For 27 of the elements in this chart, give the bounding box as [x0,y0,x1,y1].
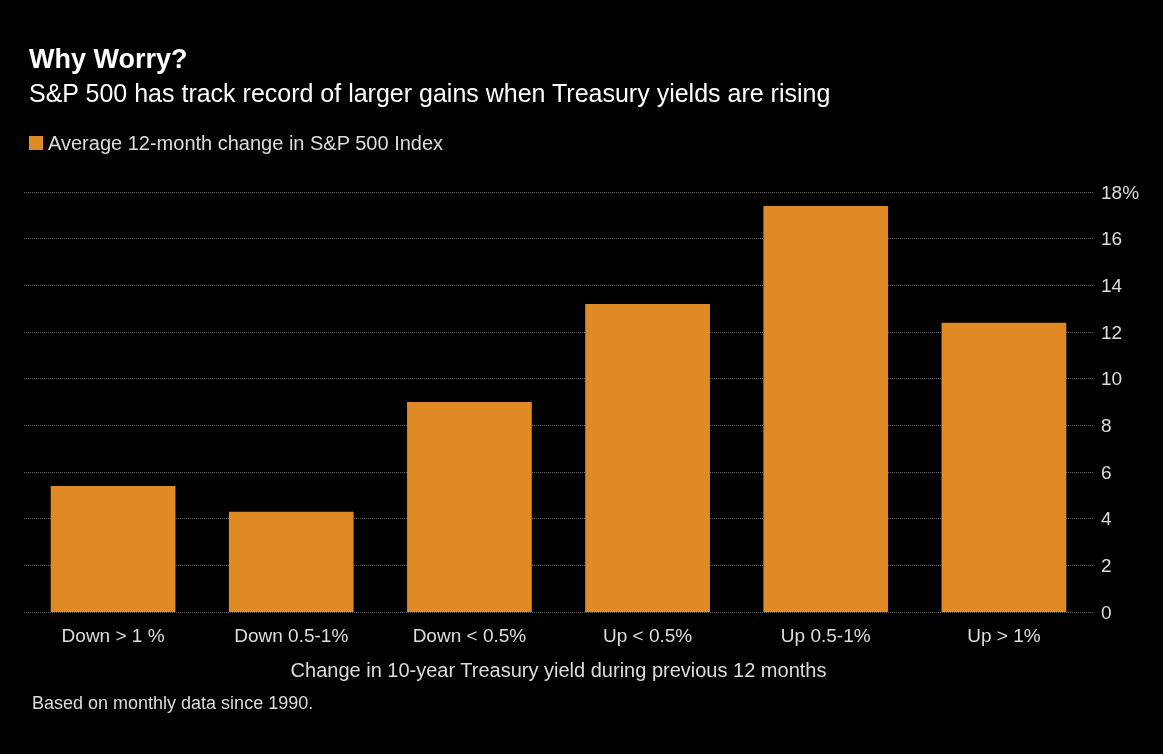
legend-label: Average 12-month change in S&P 500 Index [48,132,444,154]
x-axis-title: Change in 10-year Treasury yield during previous 12 months [290,659,827,681]
bar [228,511,354,612]
y-tick-label: 0 [1101,601,1112,623]
y-tick-label: 6 [1101,461,1112,483]
y-tick-label: 18% [1101,181,1140,203]
text: Based on monthly data since 1990. [32,693,314,713]
y-tick-label: 8 [1101,414,1112,436]
y-tick-label: 16 [1101,228,1123,250]
x-tick-label: Down > 1 % [61,625,165,646]
chart-title: Why Worry? [29,43,188,74]
x-tick-label: Up 0.5-1% [780,625,871,646]
bar [407,402,532,612]
chart-subtitle: S&P 500 has track record of larger gains when Treasury yields are rising [29,78,831,107]
x-tick-label: Up < 0.5% [602,625,693,646]
x-tick-label: Down < 0.5% [412,625,527,646]
x-tick-label: Down 0.5-1% [234,625,349,646]
x-tick-label: Up > 1% [967,625,1041,646]
y-tick-label: 10 [1101,368,1123,390]
bar [763,206,889,612]
y-tick-label: 2 [1101,554,1112,576]
y-tick-label: 4 [1101,508,1112,530]
y-tick-label: 14 [1101,274,1123,296]
bar [50,486,176,612]
bar [941,322,1067,612]
bar [585,304,710,612]
y-tick-label: 12 [1101,321,1123,343]
